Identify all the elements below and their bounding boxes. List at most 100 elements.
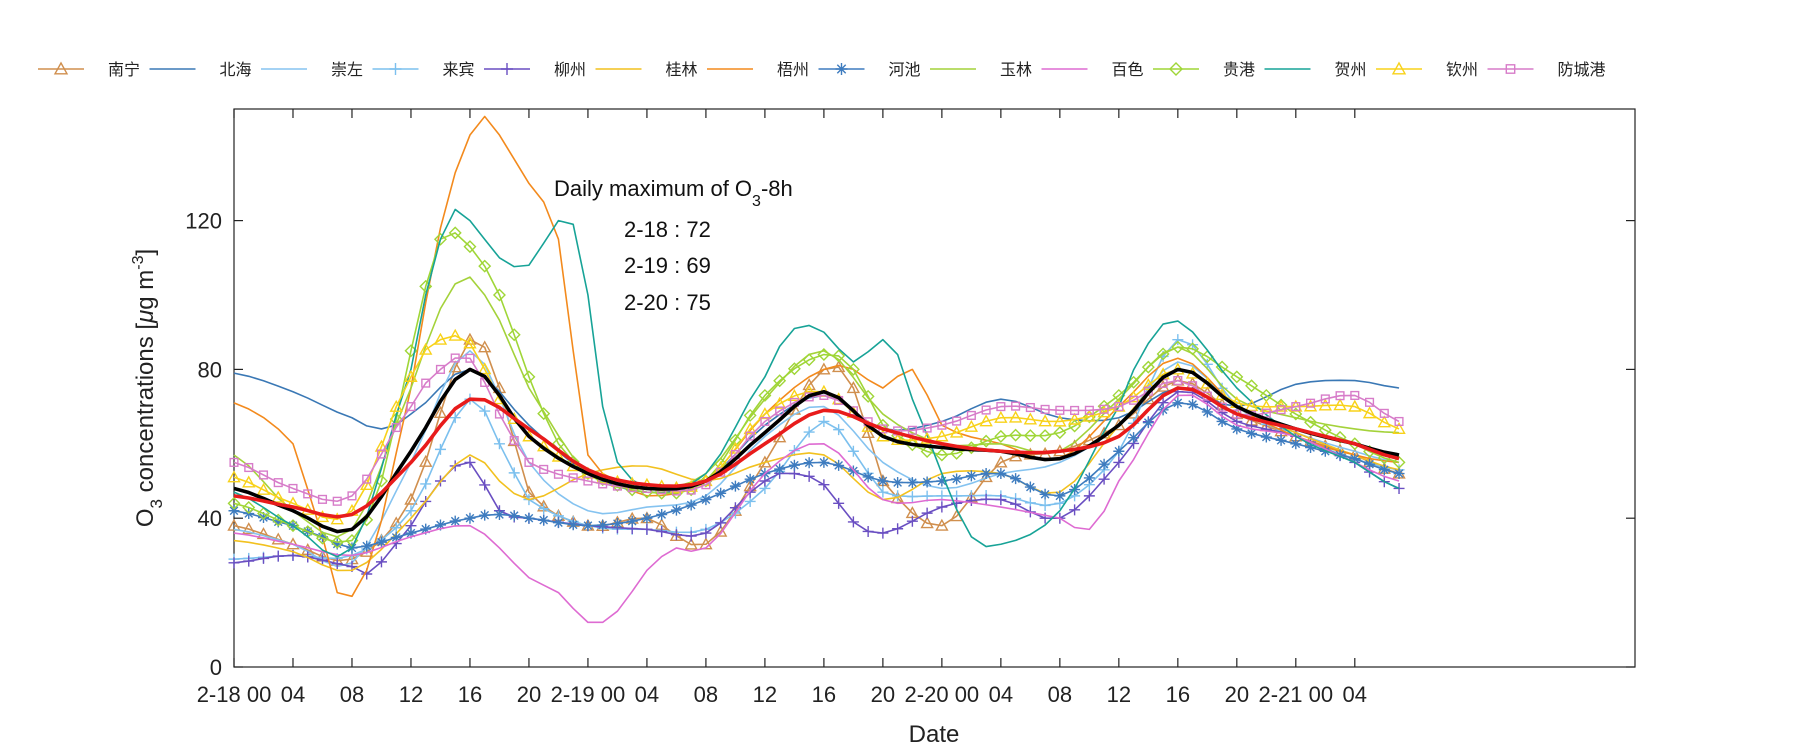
data-point [434,443,446,455]
data-point [758,407,772,420]
data-point [597,519,609,531]
data-point [449,515,461,527]
data-point [1335,391,1345,401]
data-point [1067,412,1082,425]
data-point [448,360,462,373]
data-point [1364,397,1375,407]
data-point [256,482,271,495]
data-point [818,456,830,468]
data-point [772,396,787,409]
series-line [233,338,1400,560]
data-point [847,516,859,528]
data-point [818,415,830,427]
data-point [1186,342,1200,356]
data-point [1040,404,1050,414]
series-3 [228,334,1405,565]
data-point [1053,426,1067,440]
series-0 [227,332,1406,566]
data-point [907,425,917,435]
data-point [833,459,845,471]
data-point [271,490,285,503]
data-point [376,449,387,459]
legend-item: 百色 [1041,60,1144,79]
data-point [1169,62,1183,76]
data-point [980,468,992,480]
data-point [1260,431,1272,443]
data-point [626,515,638,527]
data-point [1320,394,1330,404]
data-point [1141,360,1155,374]
data-point [228,557,240,569]
legend-item: 贵港 [1153,60,1255,79]
legend-label: 河池 [889,60,921,79]
data-point [1392,421,1406,435]
data-point [1391,61,1407,75]
data-point [1141,378,1156,391]
data-point [713,524,728,537]
data-point [374,439,389,452]
data-point [715,487,727,499]
data-point [952,416,962,426]
data-point [273,478,283,488]
data-point [303,489,313,499]
data-point [728,433,742,447]
x-tick-label: 20 [517,682,541,707]
series-line [233,232,1400,544]
data-point [700,527,712,539]
data-point [1053,414,1067,427]
annotation-title: Daily maximum of O3-8h [554,176,793,210]
data-point [1364,458,1376,470]
series-8 [233,276,1400,538]
data-point [921,507,933,519]
data-point [951,473,963,485]
data-point [803,457,815,469]
x-tick-label: 2-20 00 [905,682,980,707]
data-point [744,473,756,485]
data-point [611,518,623,530]
data-point [1377,415,1391,428]
data-point [877,527,889,539]
plot-frame [233,108,1636,668]
legend-label: 玉林 [1000,60,1032,79]
data-point [818,479,830,491]
data-point [1129,395,1139,405]
legend-item: 来宾 [372,60,475,79]
data-point [835,63,848,75]
data-point [995,494,1007,506]
data-point [1246,427,1258,439]
data-point [1187,398,1199,410]
data-point [892,476,904,488]
data-point [877,486,889,498]
data-point [1230,370,1244,384]
data-point [1055,405,1065,415]
data-point [478,362,492,375]
data-point [936,475,948,487]
data-point [492,288,506,302]
data-point [375,556,387,568]
data-point [271,513,285,527]
data-point [921,476,933,488]
data-point [435,364,446,374]
legend-item: 河池 [818,60,921,79]
data-point [949,425,964,438]
x-tick-label: 08 [340,682,364,707]
data-point [862,525,874,537]
data-point [1156,379,1170,392]
data-point [375,536,387,548]
data-point [244,462,254,473]
data-point [670,529,682,541]
data-point [846,381,861,394]
data-point [448,328,462,341]
data-point [670,504,682,516]
data-point [330,512,344,525]
x-tick-label: 2-19 00 [551,682,626,707]
data-point [567,519,579,531]
series-line [233,276,1400,538]
legend-label: 梧州 [777,60,809,79]
data-point [774,463,786,475]
data-point [847,445,859,457]
data-point [685,530,697,542]
data-point [1025,402,1035,413]
data-point [1113,456,1125,468]
data-point [979,434,993,448]
